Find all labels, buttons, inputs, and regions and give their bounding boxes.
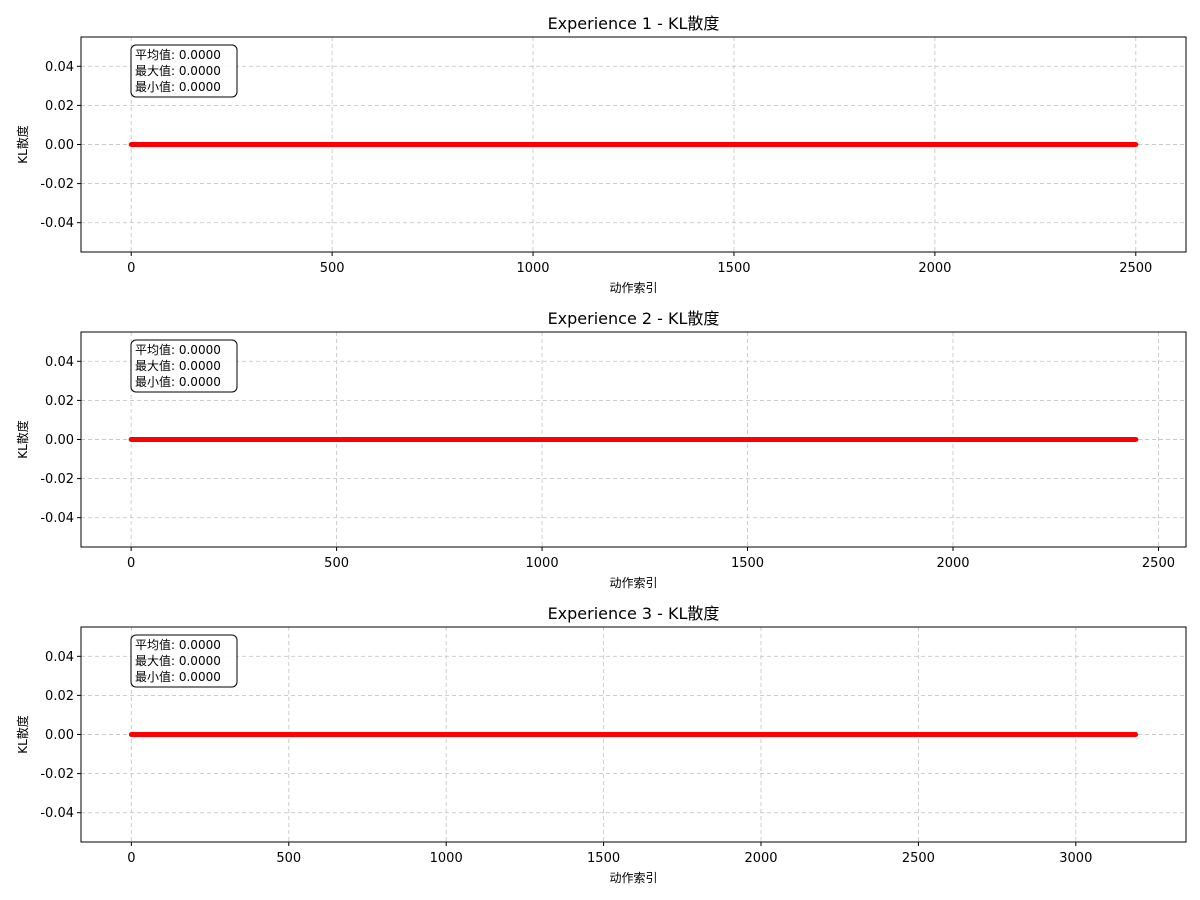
y-tick-label: 0.04 [45,355,74,370]
x-tick-label: 1500 [717,261,750,276]
y-tick-label: -0.02 [40,767,74,782]
x-axis-label: 动作索引 [609,871,657,885]
y-tick-label: 0.00 [45,138,74,153]
x-tick-label: 2000 [918,261,951,276]
y-tick-label: 0.02 [45,394,74,409]
x-tick-label: 1000 [516,261,549,276]
x-tick-label: 500 [324,556,349,571]
x-axis-label: 动作索引 [609,576,657,590]
y-tick-label: -0.04 [40,511,74,526]
x-tick-label: 0 [127,556,135,571]
y-tick-label: 0.04 [45,60,74,75]
x-tick-label: 2000 [936,556,969,571]
subplot-title: Experience 3 - KL散度 [548,604,720,623]
stats-line: 最小值: 0.0000 [135,79,221,94]
x-tick-label: 500 [320,261,345,276]
x-tick-label: 0 [127,851,135,866]
x-tick-label: 1500 [587,851,620,866]
x-tick-label: 3000 [1059,851,1092,866]
y-axis-label: KL散度 [15,125,30,164]
x-tick-label: 2000 [744,851,777,866]
x-tick-label: 1000 [430,851,463,866]
subplot-title: Experience 1 - KL散度 [548,14,720,33]
y-tick-label: 0.00 [45,728,74,743]
x-tick-label: 1500 [731,556,764,571]
y-axis-label: KL散度 [15,420,30,459]
stats-line: 最大值: 0.0000 [135,358,221,373]
y-tick-label: 0.02 [45,99,74,114]
subplot-3: 0 500 1000 1500 2000 2500 3000 0.04 0.02 0.00 -0.0… [15,604,1187,885]
x-tick-label: 2500 [1119,261,1152,276]
y-tick-label: 0.02 [45,689,74,704]
y-tick-label: -0.02 [40,177,74,192]
stats-box [130,634,238,688]
subplot-1: 0 500 1000 1500 2000 2500 0.04 0.02 0.00 -0.02 -0.… [15,14,1187,295]
subplot-title: Experience 2 - KL散度 [548,309,720,328]
y-axis-label: KL散度 [15,715,30,754]
stats-line: 最小值: 0.0000 [135,374,221,389]
stats-line: 平均值: 0.0000 [135,342,221,357]
subplot-2: 0 500 1000 1500 2000 2500 0.04 0.02 0.00 -0.02 -0.… [15,309,1187,590]
y-tick-label: 0.04 [45,650,74,665]
x-tick-label: 2500 [1142,556,1175,571]
x-tick-label: 0 [127,261,135,276]
y-tick-label: -0.02 [40,472,74,487]
stats-line: 最小值: 0.0000 [135,669,221,684]
x-tick-label: 2500 [902,851,935,866]
x-tick-label: 1000 [526,556,559,571]
stats-box [130,44,238,98]
x-axis-label: 动作索引 [609,281,657,295]
y-tick-label: -0.04 [40,806,74,821]
y-tick-label: 0.00 [45,433,74,448]
x-tick-label: 500 [276,851,301,866]
stats-line: 最大值: 0.0000 [135,63,221,78]
stats-line: 平均值: 0.0000 [135,47,221,62]
stats-line: 最大值: 0.0000 [135,653,221,668]
stats-line: 平均值: 0.0000 [135,637,221,652]
stats-box [130,339,238,393]
y-tick-label: -0.04 [40,216,74,231]
